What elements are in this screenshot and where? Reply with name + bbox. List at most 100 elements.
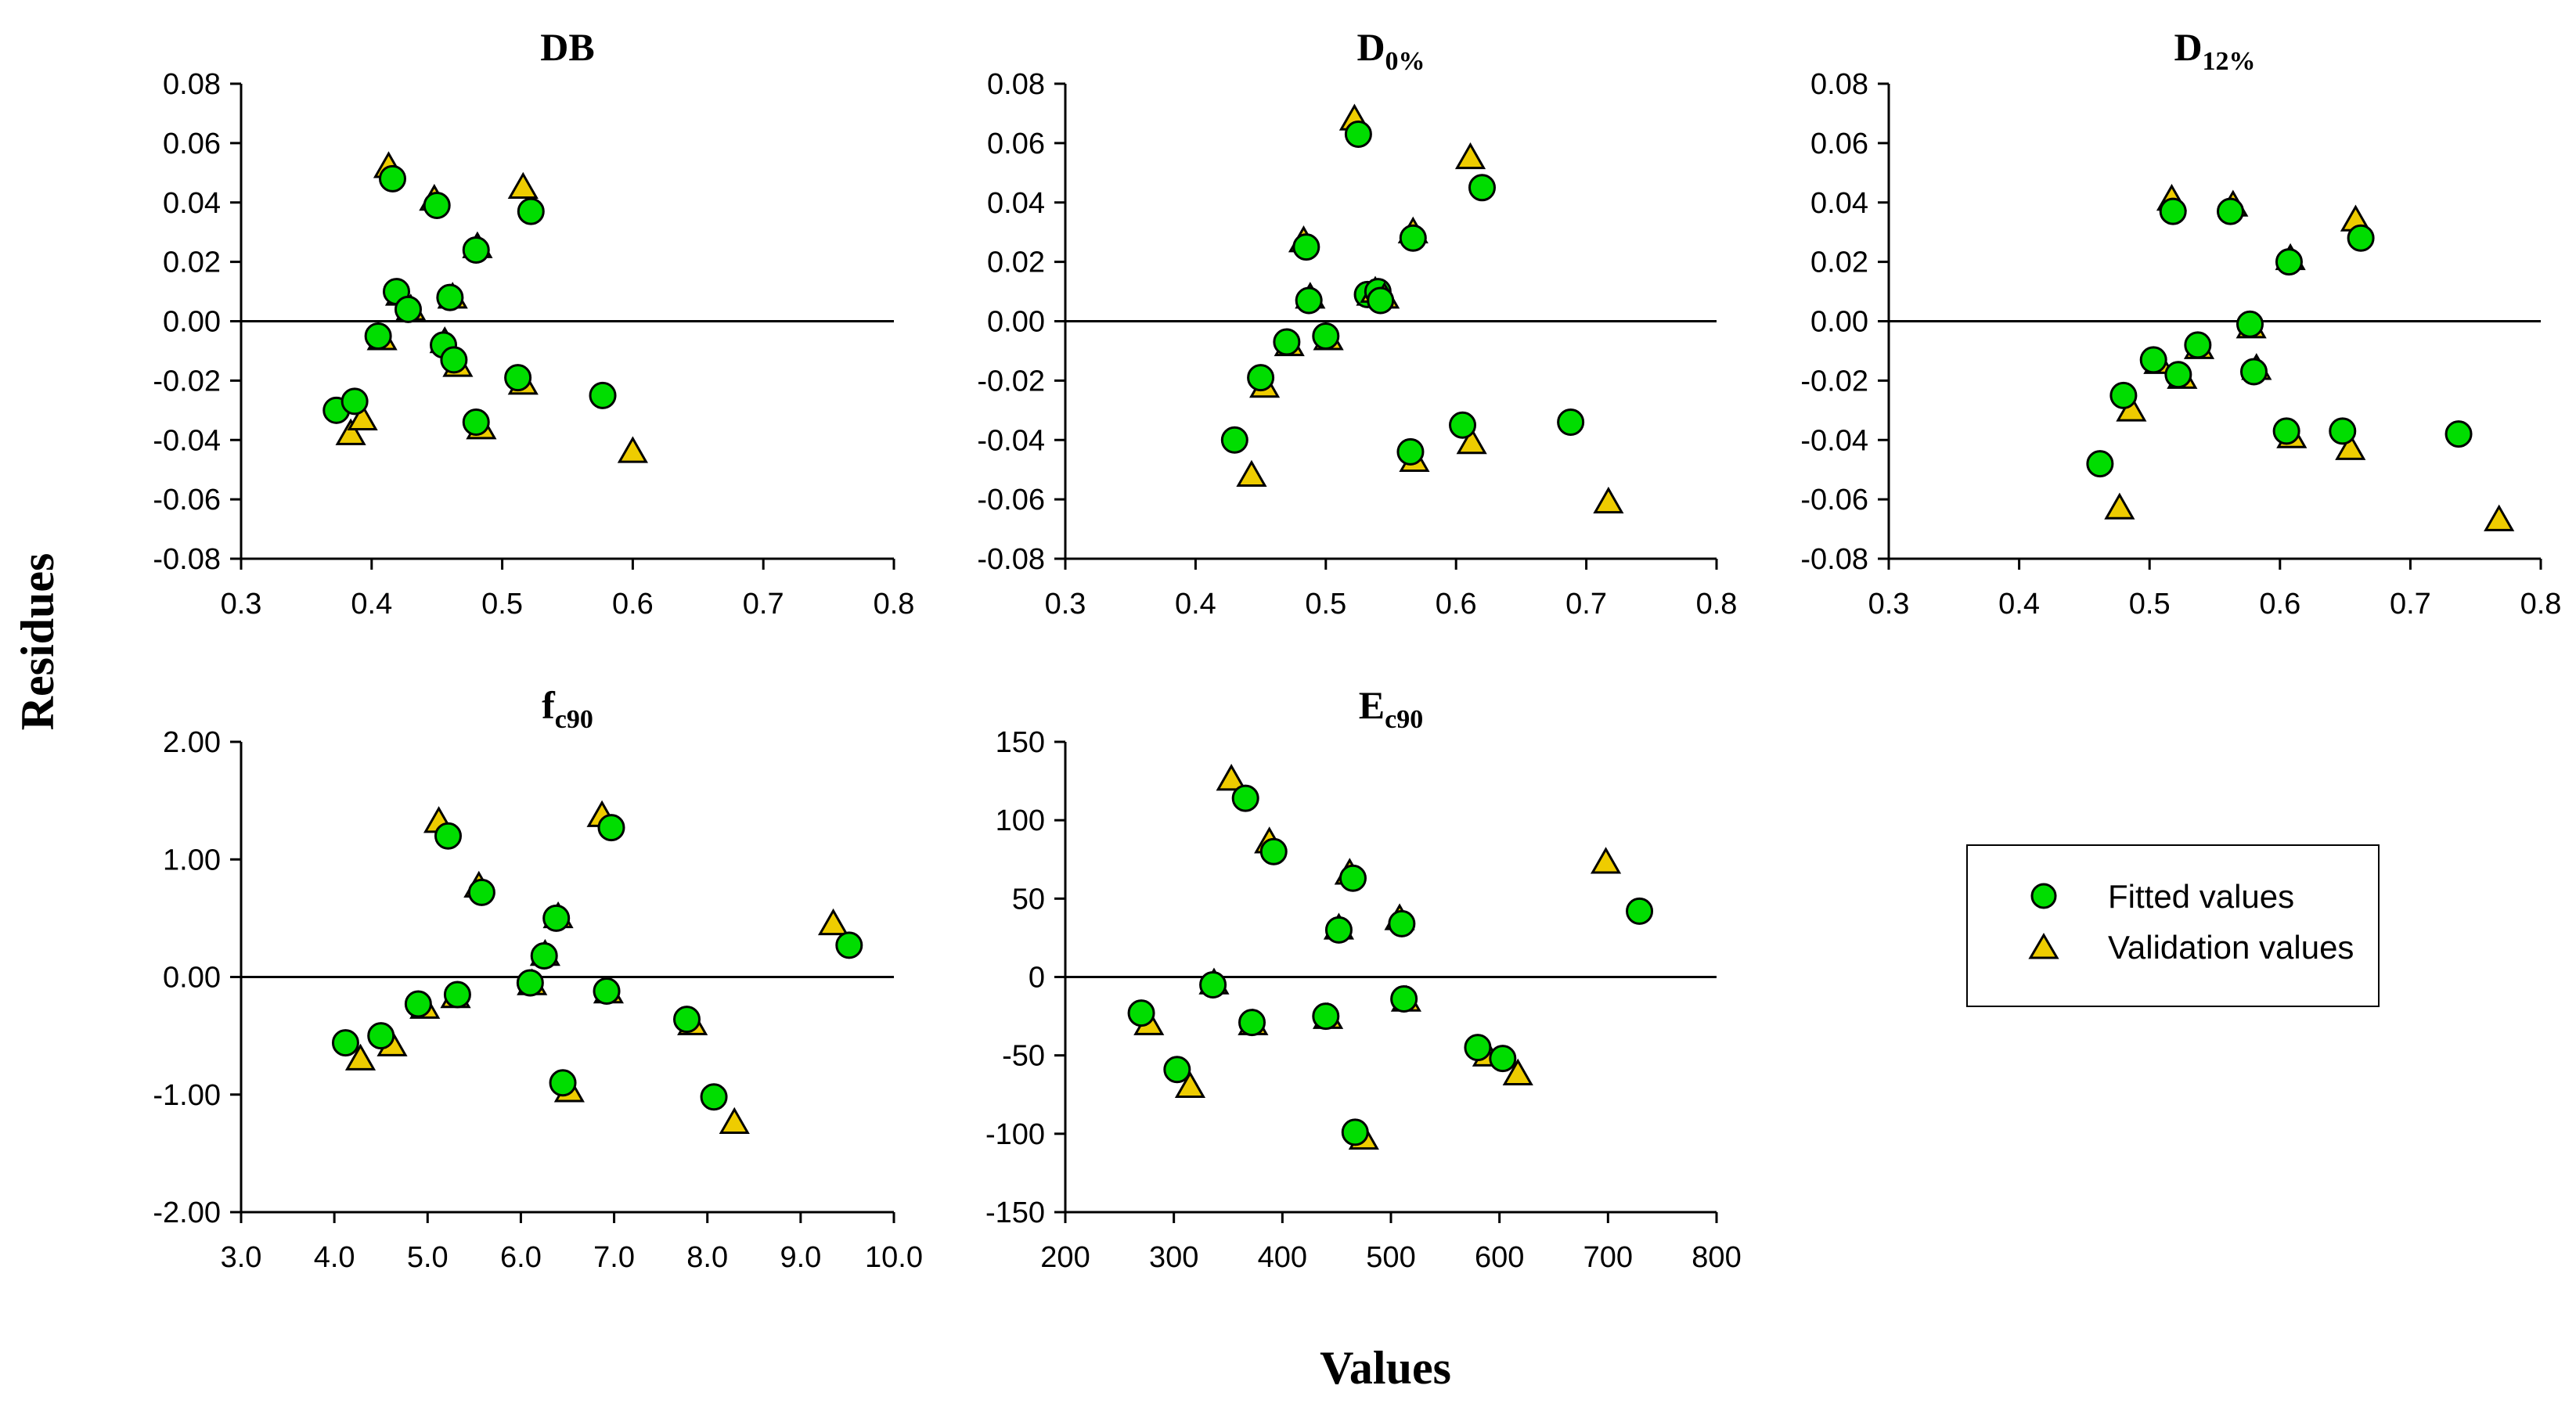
fitted-point bbox=[2347, 224, 2375, 252]
validation-point bbox=[617, 436, 648, 463]
fitted-point bbox=[1449, 411, 1477, 439]
fitted-point bbox=[516, 969, 544, 997]
y-tick-label: 0.08 bbox=[987, 68, 1045, 101]
x-tick-label: 600 bbox=[1475, 1241, 1524, 1274]
fitted-point bbox=[2236, 310, 2264, 338]
x-tick-label: 0.8 bbox=[1696, 588, 1738, 621]
fitted-point bbox=[1127, 999, 1155, 1027]
validation-point bbox=[344, 1043, 376, 1071]
y-tick-label: 0.02 bbox=[987, 246, 1045, 279]
fitted-point bbox=[593, 977, 621, 1006]
x-tick-label: 0.7 bbox=[743, 588, 784, 621]
fitted-point bbox=[331, 1029, 359, 1057]
y-tick-label: -2.00 bbox=[153, 1196, 221, 1229]
fitted-point bbox=[404, 990, 432, 1018]
x-tick-label: 3.0 bbox=[221, 1241, 262, 1274]
y-tick-label: -150 bbox=[985, 1196, 1045, 1229]
x-tick-label: 4.0 bbox=[314, 1241, 355, 1274]
legend-fitted-marker bbox=[2030, 883, 2057, 909]
y-tick-label: 0.02 bbox=[1810, 246, 1868, 279]
y-tick-label: -0.02 bbox=[1800, 365, 1868, 398]
x-tick-label: 0.4 bbox=[351, 588, 392, 621]
fitted-point bbox=[423, 192, 451, 220]
fitted-point bbox=[2139, 346, 2167, 374]
x-tick-label: 10.0 bbox=[865, 1241, 923, 1274]
fitted-point bbox=[517, 197, 545, 225]
fitted-point bbox=[1338, 864, 1367, 892]
fitted-point bbox=[1231, 784, 1259, 812]
fitted-point bbox=[364, 322, 392, 350]
panel-title: fc90 bbox=[542, 683, 593, 734]
y-tick-label: -0.02 bbox=[153, 365, 221, 398]
fitted-point bbox=[530, 941, 558, 970]
validation-point bbox=[817, 908, 849, 936]
validation-point bbox=[2104, 492, 2135, 520]
fitted-point bbox=[1489, 1045, 1517, 1073]
fitted-point bbox=[1247, 364, 1275, 392]
y-tick-label: 0.06 bbox=[163, 128, 221, 160]
fitted-point bbox=[504, 364, 532, 392]
y-tick-label: 0.00 bbox=[163, 306, 221, 339]
y-tick-label: 0.04 bbox=[163, 187, 221, 220]
y-tick-label: -0.08 bbox=[1800, 543, 1868, 576]
validation-point bbox=[1590, 847, 1622, 874]
validation-point bbox=[507, 171, 539, 200]
fitted-point bbox=[2275, 248, 2303, 276]
x-tick-label: 300 bbox=[1149, 1241, 1198, 1274]
y-tick-label: -100 bbox=[985, 1118, 1045, 1151]
x-tick-label: 0.4 bbox=[1998, 588, 2040, 621]
x-tick-label: 9.0 bbox=[780, 1241, 821, 1274]
panel-db: -0.08 -0.06 -0.04 -0.02 0.00 0.02 0.04 0.06 0.08… bbox=[153, 25, 914, 621]
panel-title: D0% bbox=[1356, 25, 1425, 76]
fitted-point bbox=[2159, 197, 2187, 225]
legend: Fitted values Validation values bbox=[1966, 844, 2380, 1007]
y-tick-label: 0.04 bbox=[987, 187, 1045, 220]
validation-point bbox=[1502, 1058, 1533, 1085]
x-tick-label: 0.6 bbox=[612, 588, 654, 621]
y-tick-label: -0.04 bbox=[1800, 424, 1868, 457]
x-tick-label: 6.0 bbox=[500, 1241, 542, 1274]
fitted-point bbox=[835, 931, 863, 959]
y-tick-label: 100 bbox=[996, 804, 1045, 837]
y-tick-label: 1.00 bbox=[163, 844, 221, 876]
fitted-point bbox=[367, 1022, 395, 1050]
fitted-point bbox=[395, 295, 423, 323]
y-tick-label: 0.00 bbox=[163, 962, 221, 995]
legend-fitted-label: Fitted values bbox=[2108, 878, 2294, 915]
fitted-point bbox=[436, 283, 464, 311]
panel-ec90: -150 -100 -50 0 50 100 150 200 300 400 500 600 700 80… bbox=[985, 683, 1742, 1274]
fitted-point bbox=[1220, 426, 1248, 454]
y-tick-label: 0 bbox=[1029, 962, 1045, 995]
x-tick-label: 0.8 bbox=[2520, 588, 2562, 621]
fitted-point bbox=[2109, 381, 2138, 409]
fitted-point bbox=[2164, 361, 2192, 389]
x-tick-label: 8.0 bbox=[686, 1241, 728, 1274]
y-axis-title: Residues bbox=[12, 553, 63, 731]
legend-box bbox=[1966, 844, 2380, 1007]
validation-point bbox=[335, 418, 366, 445]
fitted-point bbox=[673, 1006, 701, 1034]
fitted-point bbox=[700, 1083, 728, 1111]
x-tick-label: 0.7 bbox=[1565, 588, 1607, 621]
fitted-point bbox=[462, 236, 490, 264]
y-tick-label: 2.00 bbox=[163, 726, 221, 759]
y-tick-label: -0.08 bbox=[977, 543, 1045, 576]
legend-validation-label: Validation values bbox=[2108, 929, 2354, 966]
panel-title: D12% bbox=[2174, 25, 2255, 76]
fitted-point bbox=[1344, 120, 1372, 148]
validation-point bbox=[1174, 1071, 1206, 1098]
x-tick-label: 200 bbox=[1040, 1241, 1090, 1274]
x-tick-label: 0.6 bbox=[1436, 588, 1477, 621]
fitted-point bbox=[1367, 286, 1395, 315]
y-tick-label: -0.06 bbox=[153, 484, 221, 516]
fitted-point bbox=[1312, 322, 1340, 350]
panel-fc90: -2.00 -1.00 0.00 1.00 2.00 3.0 4.0 5.0 6.0 7.0 8.0… bbox=[153, 683, 923, 1274]
y-tick-label: -0.02 bbox=[977, 365, 1045, 398]
y-tick-label: 0.08 bbox=[163, 68, 221, 101]
fitted-point bbox=[2444, 420, 2473, 448]
fitted-point bbox=[2329, 417, 2357, 445]
y-tick-label: -50 bbox=[1002, 1040, 1045, 1073]
fitted-point bbox=[340, 387, 369, 416]
y-tick-label: 0.04 bbox=[1810, 187, 1868, 220]
